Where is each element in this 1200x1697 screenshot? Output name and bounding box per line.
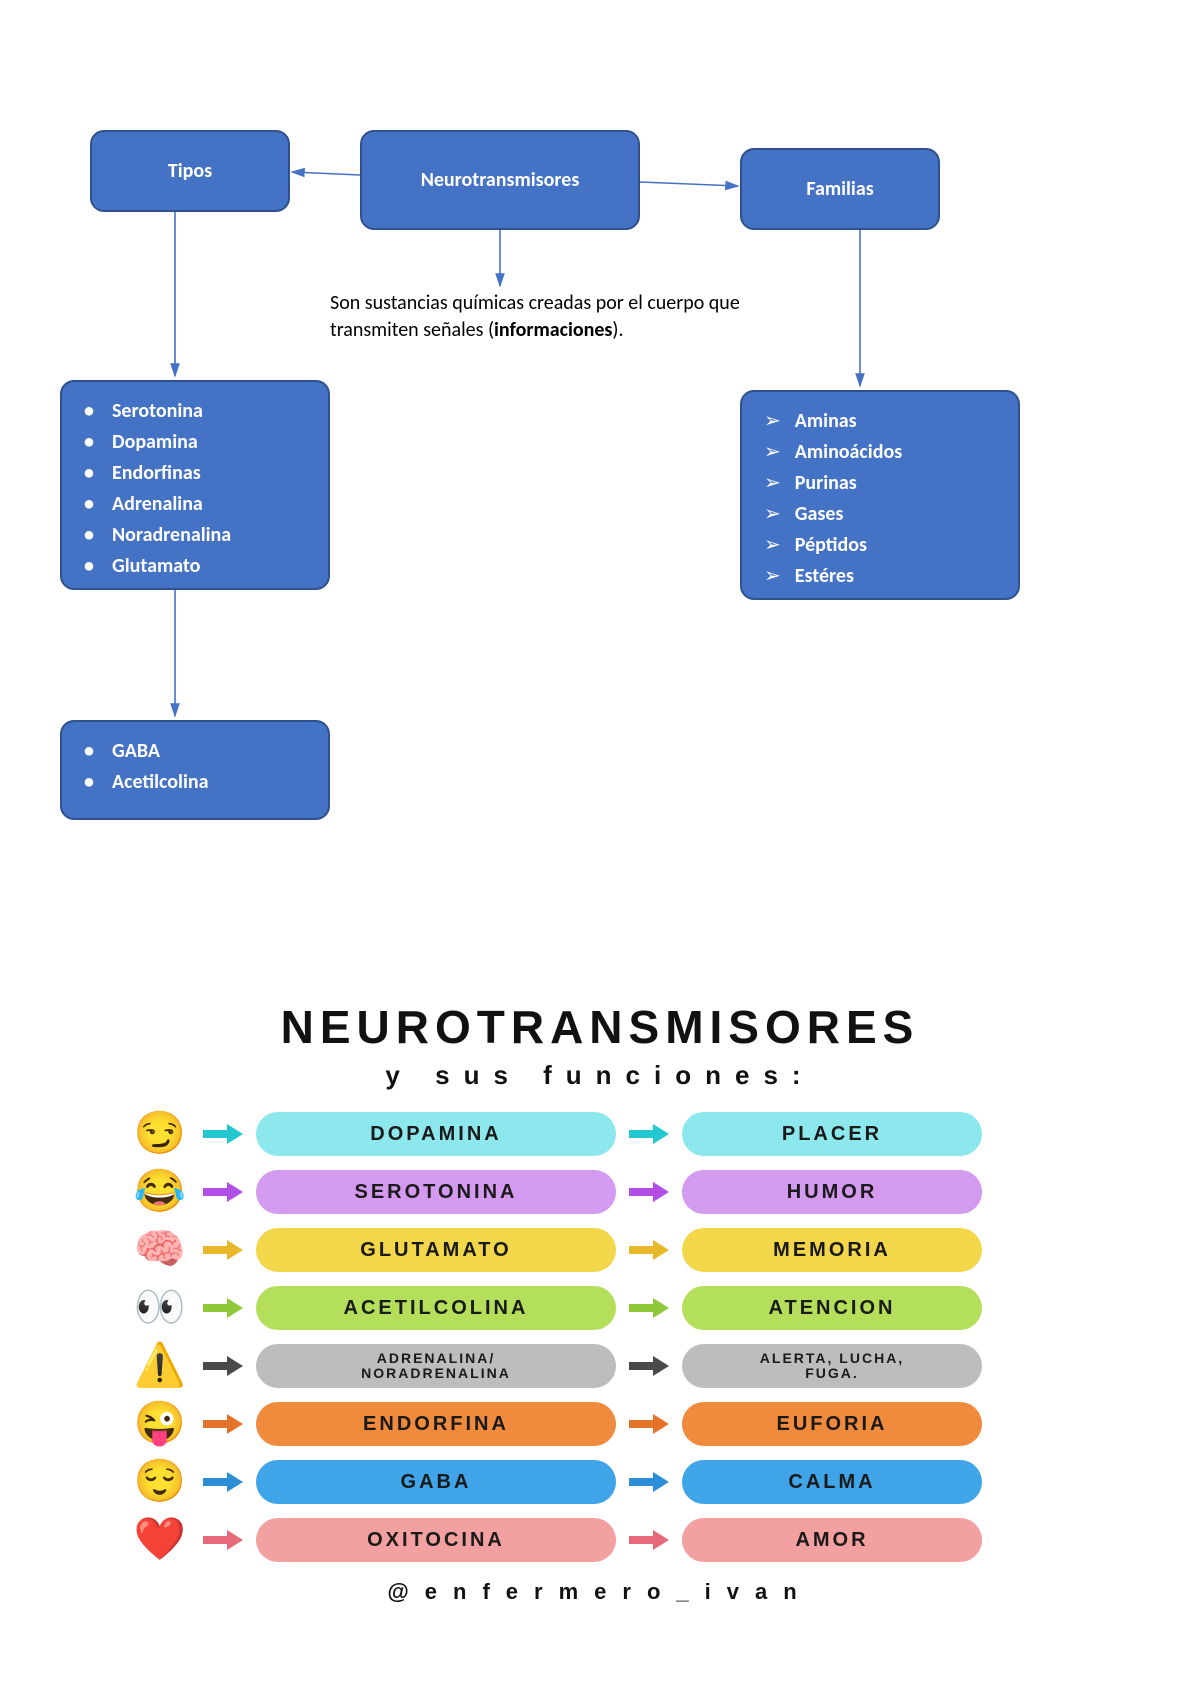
emoji-icon: ⚠️ xyxy=(130,1345,190,1387)
page-canvas: Tipos Neurotransmisores Familias Seroton… xyxy=(0,0,1200,1697)
tipos-list-box: SerotoninaDopaminaEndorfinasAdrenalinaNo… xyxy=(60,380,330,590)
arrow-icon xyxy=(626,1411,672,1437)
neurotransmitter-pill: ADRENALINA/ NORADRENALINA xyxy=(256,1344,616,1388)
neurotransmitter-pill: SEROTONINA xyxy=(256,1170,616,1214)
list-item: Purinas xyxy=(764,468,996,499)
arrow-icon xyxy=(626,1179,672,1205)
infographic-row: 😜 ENDORFINA EUFORIA xyxy=(130,1395,1070,1453)
infographic-title: NEUROTRANSMISORES xyxy=(130,1000,1070,1054)
arrow-icon xyxy=(200,1295,246,1321)
list-item: Aminoácidos xyxy=(764,437,996,468)
neurotransmitter-pill: ENDORFINA xyxy=(256,1402,616,1446)
familias-list-box: AminasAminoácidosPurinasGasesPéptidosEst… xyxy=(740,390,1020,600)
node-neurotransmisores: Neurotransmisores xyxy=(360,130,640,230)
infographic-row: ❤️ OXITOCINA AMOR xyxy=(130,1511,1070,1569)
function-pill: EUFORIA xyxy=(682,1402,982,1446)
list-item: Acetilcolina xyxy=(84,767,306,798)
list-item: Péptidos xyxy=(764,530,996,561)
emoji-icon: 👀 xyxy=(130,1287,190,1329)
function-pill: PLACER xyxy=(682,1112,982,1156)
desc-post: ). xyxy=(612,318,623,342)
function-pill: MEMORIA xyxy=(682,1228,982,1272)
arrow-icon xyxy=(626,1121,672,1147)
list-item: Endorfinas xyxy=(84,458,306,489)
infographic: NEUROTRANSMISORES y sus funciones: 😏 DOPA… xyxy=(130,1000,1070,1605)
function-pill: CALMA xyxy=(682,1460,982,1504)
node-label: Neurotransmisores xyxy=(421,168,580,192)
desc-bold: informaciones xyxy=(494,318,612,342)
arrow-icon xyxy=(626,1353,672,1379)
arrow-icon xyxy=(200,1469,246,1495)
emoji-icon: 😏 xyxy=(130,1113,190,1155)
node-familias: Familias xyxy=(740,148,940,230)
arrow-icon xyxy=(626,1469,672,1495)
arrow-icon xyxy=(200,1179,246,1205)
arrow-icon xyxy=(200,1411,246,1437)
description-text: Son sustancias químicas creadas por el c… xyxy=(330,290,750,344)
function-pill: ALERTA, LUCHA, FUGA. xyxy=(682,1344,982,1388)
arrow-icon xyxy=(626,1527,672,1553)
neurotransmitter-pill: GABA xyxy=(256,1460,616,1504)
arrow-icon xyxy=(200,1121,246,1147)
list-item: Glutamato xyxy=(84,551,306,582)
list-item: Estéres xyxy=(764,561,996,592)
tipos-list-box-2: GABAAcetilcolina xyxy=(60,720,330,820)
node-tipos: Tipos xyxy=(90,130,290,212)
node-label: Familias xyxy=(806,177,873,201)
list-item: Serotonina xyxy=(84,396,306,427)
neurotransmitter-pill: OXITOCINA xyxy=(256,1518,616,1562)
list-item: GABA xyxy=(84,736,306,767)
function-pill: AMOR xyxy=(682,1518,982,1562)
infographic-row: 😌 GABA CALMA xyxy=(130,1453,1070,1511)
emoji-icon: 😂 xyxy=(130,1171,190,1213)
arrow-icon xyxy=(200,1237,246,1263)
emoji-icon: 😌 xyxy=(130,1461,190,1503)
infographic-row: ⚠️ ADRENALINA/ NORADRENALINA ALERTA, LUCHA… xyxy=(130,1337,1070,1395)
infographic-row: 👀 ACETILCOLINA ATENCION xyxy=(130,1279,1070,1337)
function-pill: ATENCION xyxy=(682,1286,982,1330)
neurotransmitter-pill: DOPAMINA xyxy=(256,1112,616,1156)
arrow-icon xyxy=(200,1527,246,1553)
arrow-icon xyxy=(626,1237,672,1263)
arrow-icon xyxy=(626,1295,672,1321)
infographic-credit: @enfermero_ivan xyxy=(130,1579,1070,1605)
list-item: Adrenalina xyxy=(84,489,306,520)
list-item: Dopamina xyxy=(84,427,306,458)
infographic-row: 🧠 GLUTAMATO MEMORIA xyxy=(130,1221,1070,1279)
list-item: Gases xyxy=(764,499,996,530)
emoji-icon: 😜 xyxy=(130,1403,190,1445)
infographic-row: 😂 SEROTONINA HUMOR xyxy=(130,1163,1070,1221)
neurotransmitter-pill: GLUTAMATO xyxy=(256,1228,616,1272)
arrow-icon xyxy=(200,1353,246,1379)
function-pill: HUMOR xyxy=(682,1170,982,1214)
list-item: Noradrenalina xyxy=(84,520,306,551)
node-label: Tipos xyxy=(168,159,212,183)
infographic-subtitle: y sus funciones: xyxy=(130,1060,1070,1091)
list-item: Aminas xyxy=(764,406,996,437)
emoji-icon: ❤️ xyxy=(130,1519,190,1561)
neurotransmitter-pill: ACETILCOLINA xyxy=(256,1286,616,1330)
infographic-row: 😏 DOPAMINA PLACER xyxy=(130,1105,1070,1163)
emoji-icon: 🧠 xyxy=(130,1229,190,1271)
